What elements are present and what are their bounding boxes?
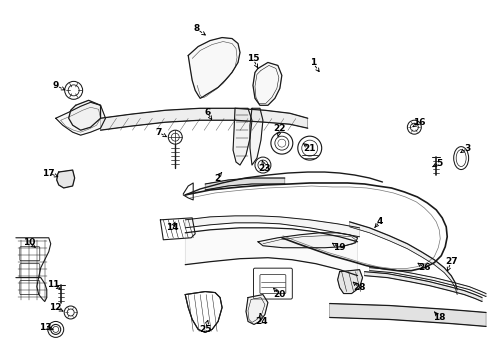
Polygon shape bbox=[188, 37, 240, 98]
Circle shape bbox=[64, 81, 82, 99]
Text: 1: 1 bbox=[309, 58, 315, 67]
Polygon shape bbox=[349, 222, 456, 294]
Text: 24: 24 bbox=[255, 317, 268, 326]
Polygon shape bbox=[68, 100, 101, 130]
Text: 9: 9 bbox=[52, 81, 59, 90]
Text: 13: 13 bbox=[40, 323, 52, 332]
Text: 12: 12 bbox=[49, 303, 62, 312]
Polygon shape bbox=[329, 303, 485, 327]
Circle shape bbox=[407, 120, 421, 134]
Text: 19: 19 bbox=[333, 243, 345, 252]
Circle shape bbox=[168, 130, 182, 144]
Text: 20: 20 bbox=[273, 290, 285, 299]
Text: 27: 27 bbox=[444, 257, 457, 266]
Polygon shape bbox=[369, 268, 485, 297]
Text: 4: 4 bbox=[376, 217, 382, 226]
Ellipse shape bbox=[453, 147, 468, 170]
Text: 6: 6 bbox=[203, 108, 210, 117]
Text: 2: 2 bbox=[214, 174, 220, 183]
Text: 11: 11 bbox=[47, 280, 60, 289]
Text: 16: 16 bbox=[412, 118, 425, 127]
Text: 22: 22 bbox=[273, 124, 285, 133]
Polygon shape bbox=[364, 272, 481, 302]
Polygon shape bbox=[205, 178, 285, 190]
FancyBboxPatch shape bbox=[253, 268, 292, 299]
Text: 25: 25 bbox=[199, 325, 211, 334]
Circle shape bbox=[254, 157, 270, 173]
Polygon shape bbox=[185, 228, 357, 276]
Circle shape bbox=[64, 306, 77, 319]
Text: 18: 18 bbox=[432, 313, 445, 322]
Polygon shape bbox=[337, 270, 362, 293]
Polygon shape bbox=[56, 102, 105, 135]
Text: 17: 17 bbox=[42, 168, 55, 177]
Text: 28: 28 bbox=[353, 283, 365, 292]
Text: 7: 7 bbox=[155, 128, 161, 137]
Text: 3: 3 bbox=[463, 144, 469, 153]
Circle shape bbox=[297, 136, 321, 160]
Polygon shape bbox=[101, 108, 307, 130]
Text: 15: 15 bbox=[246, 54, 259, 63]
Polygon shape bbox=[57, 170, 75, 188]
Polygon shape bbox=[233, 108, 251, 165]
Text: 10: 10 bbox=[22, 238, 35, 247]
Text: 8: 8 bbox=[193, 24, 199, 33]
Polygon shape bbox=[185, 216, 359, 237]
Text: 21: 21 bbox=[303, 144, 315, 153]
Text: 5: 5 bbox=[435, 158, 442, 167]
Polygon shape bbox=[249, 108, 263, 165]
Polygon shape bbox=[252, 62, 281, 105]
Circle shape bbox=[48, 321, 63, 337]
Polygon shape bbox=[258, 233, 357, 248]
Text: 14: 14 bbox=[165, 223, 178, 232]
Text: 26: 26 bbox=[417, 263, 429, 272]
Text: 23: 23 bbox=[258, 163, 271, 172]
Circle shape bbox=[270, 132, 292, 154]
Polygon shape bbox=[245, 294, 267, 324]
